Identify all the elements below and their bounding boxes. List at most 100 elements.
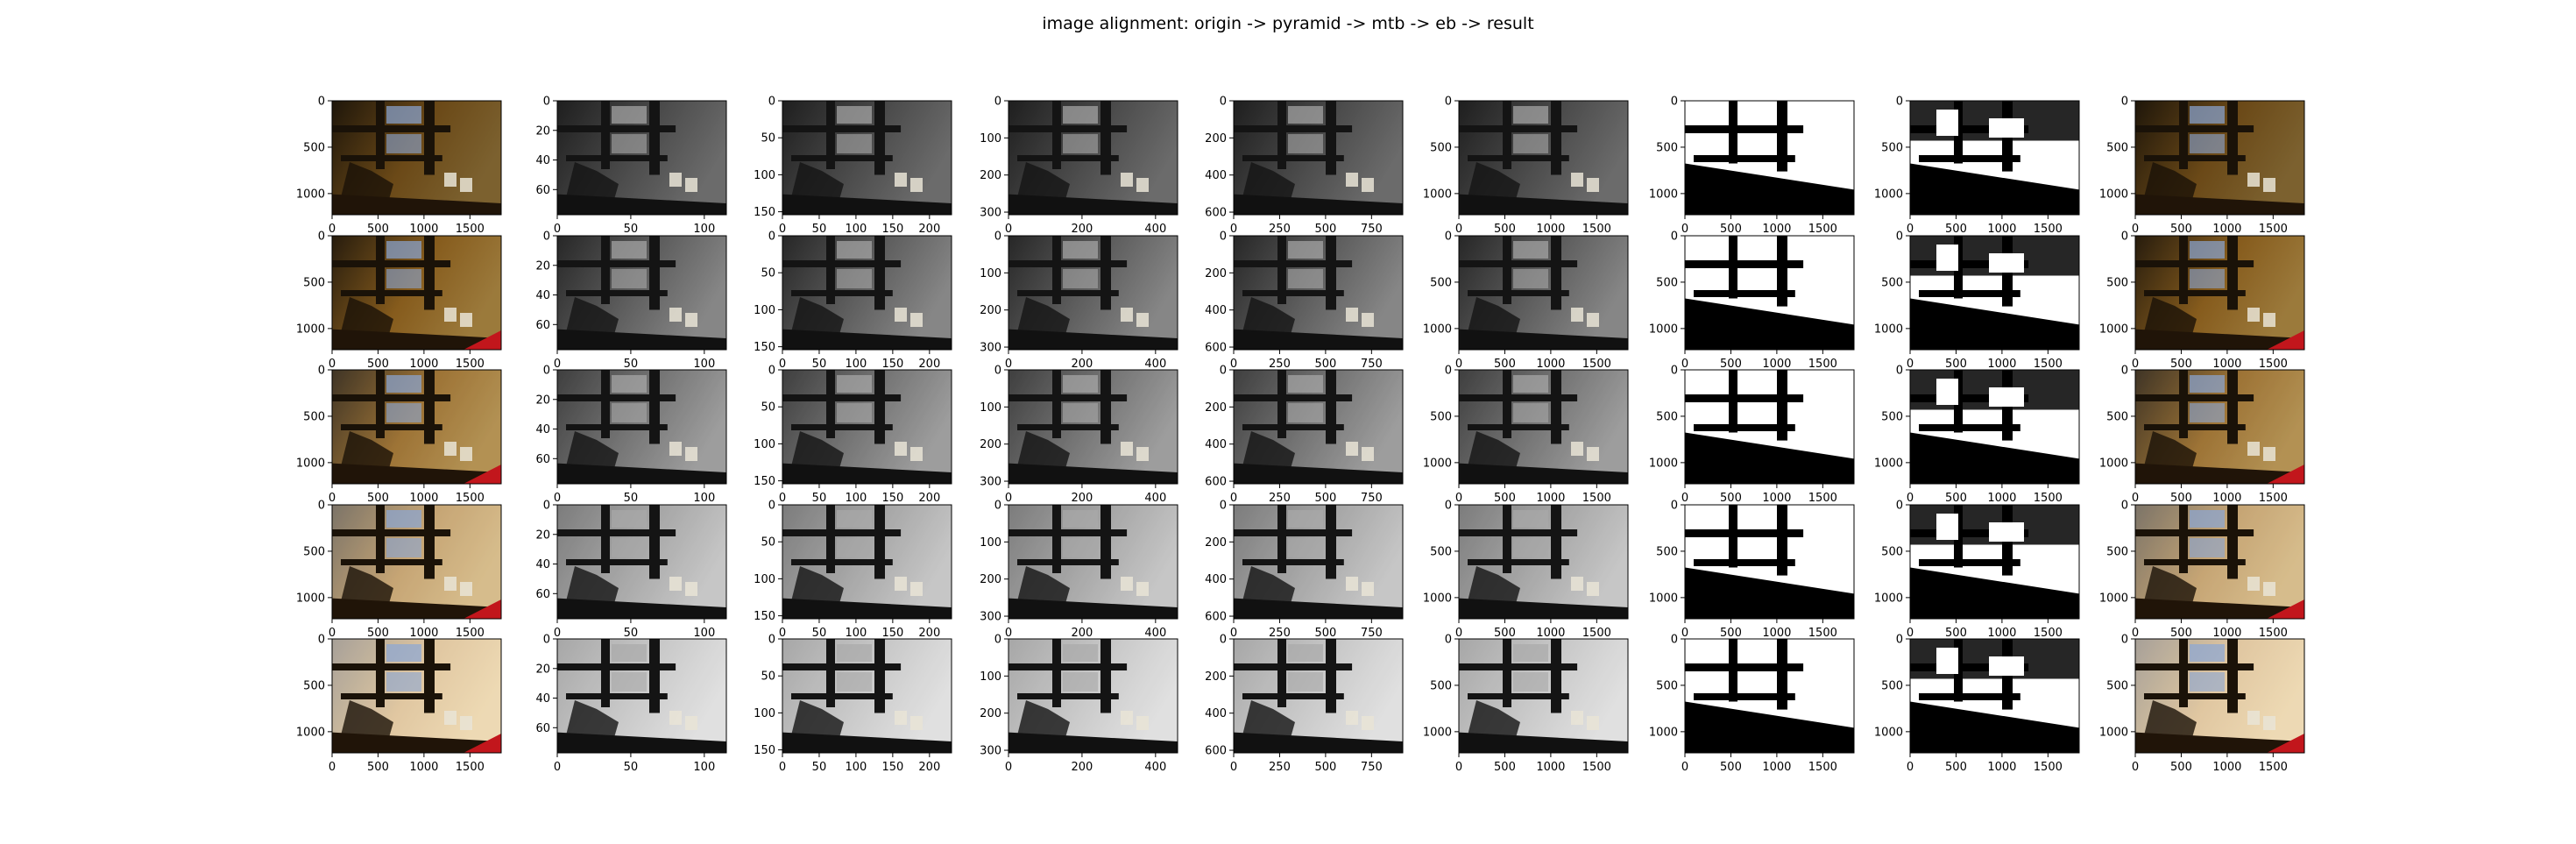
y-tick-label: 40 [535, 692, 550, 706]
x-tick-label: 0 [329, 358, 336, 371]
x-tick-label: 0 [1005, 358, 1012, 371]
x-tick-label: 100 [693, 223, 715, 236]
y-tick-label: 1000 [1649, 188, 1678, 201]
x-tick-label: 1000 [1762, 761, 1791, 774]
y-tick-label: 100 [754, 438, 775, 451]
x-tick-label: 1000 [409, 627, 438, 640]
x-tick-label: 500 [1945, 492, 1967, 505]
axes-frame [782, 504, 952, 620]
y-tick-label: 500 [1430, 276, 1452, 289]
image-panel-r2-c7: 0 500 1000 1500 0 500 1000 [1649, 231, 1855, 371]
y-tick-label: 500 [1881, 141, 1903, 154]
y-tick-label: 400 [1205, 573, 1227, 586]
y-tick-label: 1000 [1874, 188, 1903, 201]
y-tick-label: 50 [761, 401, 775, 415]
y-tick-label: 50 [761, 132, 775, 145]
x-tick-label: 1000 [2212, 627, 2241, 640]
x-tick-label: 200 [1071, 492, 1093, 505]
x-tick-label: 0 [1681, 223, 1688, 236]
y-tick-label: 1000 [2099, 592, 2128, 605]
axes-frame [1008, 100, 1178, 216]
image-panel-r3-c2: 0 50 100 0 20 40 60 [535, 365, 727, 505]
axes-frame [1458, 235, 1629, 351]
image-panel-r3-c3: 0 50 100 150 200 0 50 100 150 [754, 365, 952, 505]
x-tick-label: 500 [1945, 761, 1967, 774]
x-tick-label: 500 [1314, 223, 1336, 236]
x-tick-label: 0 [554, 492, 561, 505]
axes-frame [331, 235, 502, 351]
y-tick-label: 0 [1671, 500, 1678, 513]
axes-frame [782, 369, 952, 485]
x-tick-label: 0 [779, 761, 786, 774]
x-tick-label: 500 [367, 761, 389, 774]
y-tick-label: 20 [535, 663, 550, 676]
y-tick-label: 0 [1896, 96, 1903, 109]
y-tick-label: 500 [2106, 276, 2128, 289]
x-tick-label: 200 [918, 358, 940, 371]
x-tick-label: 0 [2132, 761, 2139, 774]
x-tick-label: 50 [812, 627, 827, 640]
y-tick-label: 100 [754, 169, 775, 182]
image-panel-r4-c5: 0 250 500 750 0 200 400 600 [1205, 500, 1404, 640]
x-tick-label: 100 [845, 492, 867, 505]
x-tick-label: 100 [845, 223, 867, 236]
y-tick-label: 0 [768, 231, 775, 244]
x-tick-label: 1500 [2259, 358, 2288, 371]
y-tick-label: 1000 [2099, 188, 2128, 201]
x-tick-label: 1500 [456, 358, 485, 371]
image-panel-r4-c2: 0 50 100 0 20 40 60 [535, 500, 727, 640]
x-tick-label: 0 [1907, 223, 1914, 236]
x-tick-label: 50 [812, 761, 827, 774]
y-tick-label: 0 [1445, 365, 1452, 378]
x-tick-label: 500 [1314, 627, 1336, 640]
x-tick-label: 1500 [1808, 358, 1837, 371]
y-tick-label: 40 [535, 423, 550, 436]
x-tick-label: 250 [1269, 761, 1291, 774]
y-tick-label: 60 [535, 588, 550, 601]
y-tick-label: 300 [980, 342, 1001, 355]
image-panel-r3-c1: 0 500 1000 1500 0 500 1000 [296, 365, 502, 505]
y-tick-label: 0 [994, 634, 1001, 647]
image-panel-r4-c8: 0 500 1000 1500 0 500 1000 [1874, 500, 2080, 640]
x-tick-label: 500 [1945, 627, 1967, 640]
x-tick-label: 50 [624, 223, 639, 236]
x-tick-label: 1500 [1582, 761, 1611, 774]
x-tick-label: 100 [693, 627, 715, 640]
x-tick-label: 200 [1071, 223, 1093, 236]
y-tick-label: 500 [1430, 141, 1452, 154]
y-tick-label: 0 [1220, 500, 1227, 513]
x-tick-label: 0 [1005, 223, 1012, 236]
y-tick-label: 600 [1205, 611, 1227, 624]
axes-frame [331, 638, 502, 754]
axes-frame [556, 235, 727, 351]
axes-frame [1684, 638, 1855, 754]
axes-frame [1233, 638, 1404, 754]
x-tick-label: 500 [2170, 627, 2192, 640]
image-panel-r4-c1: 0 500 1000 1500 0 500 1000 [296, 500, 502, 640]
y-tick-label: 1000 [1423, 726, 1452, 739]
x-tick-label: 0 [1230, 358, 1237, 371]
x-tick-label: 0 [779, 627, 786, 640]
axes-frame [1008, 369, 1178, 485]
x-tick-label: 1000 [409, 492, 438, 505]
image-panel-r3-c9: 0 500 1000 1500 0 500 1000 [2099, 365, 2305, 505]
y-tick-label: 0 [1896, 365, 1903, 378]
y-tick-label: 0 [318, 500, 325, 513]
x-tick-label: 0 [779, 358, 786, 371]
y-tick-label: 150 [754, 744, 775, 757]
y-tick-label: 1000 [1649, 726, 1678, 739]
axes-frame [2134, 504, 2305, 620]
x-tick-label: 1500 [456, 627, 485, 640]
y-tick-label: 600 [1205, 342, 1227, 355]
x-tick-label: 500 [1314, 761, 1336, 774]
x-tick-label: 1000 [2212, 358, 2241, 371]
x-tick-label: 0 [1681, 761, 1688, 774]
y-tick-label: 1000 [296, 592, 325, 605]
y-tick-label: 0 [2121, 634, 2128, 647]
image-panel-r3-c7: 0 500 1000 1500 0 500 1000 [1649, 365, 1855, 505]
x-tick-label: 1000 [1987, 223, 2016, 236]
y-tick-label: 0 [318, 96, 325, 109]
y-tick-label: 0 [1671, 634, 1678, 647]
y-tick-label: 0 [768, 365, 775, 378]
x-tick-label: 0 [1005, 761, 1012, 774]
